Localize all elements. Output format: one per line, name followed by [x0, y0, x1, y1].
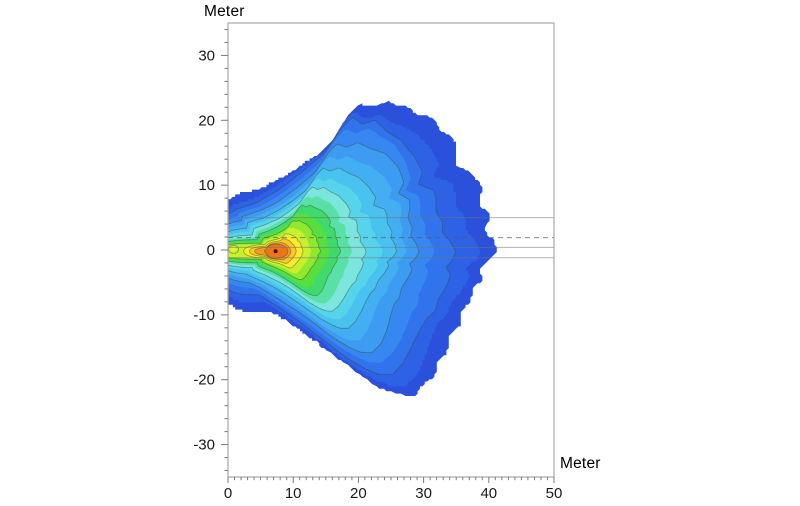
x-tick-label: 10 — [285, 485, 302, 502]
y-tick-label: 0 — [207, 242, 215, 259]
axis-tick-labels: 0 10 20 30 40 50 -30 -20 -10 0 10 20 30 — [193, 47, 562, 502]
y-axis-title: Meter — [204, 3, 245, 20]
x-axis-title: Meter — [560, 455, 601, 472]
y-tick-label: 30 — [198, 47, 215, 64]
y-tick-label: 10 — [198, 177, 215, 194]
x-tick-label: 0 — [224, 485, 232, 502]
y-tick-label: -30 — [193, 437, 215, 454]
y-tick-label: -10 — [193, 307, 215, 324]
x-tick-label: 40 — [480, 485, 497, 502]
reference-lines — [228, 217, 554, 259]
x-tick-label: 50 — [546, 485, 563, 502]
x-tick-label: 30 — [415, 485, 432, 502]
hotspot-marker — [273, 249, 278, 254]
y-tick-label: -20 — [193, 372, 215, 389]
contour-bands — [228, 100, 497, 396]
x-tick-label: 20 — [350, 485, 367, 502]
left-edge-ring-core — [231, 247, 237, 252]
axis-ticks — [221, 28, 555, 483]
y-tick-label: 20 — [198, 112, 215, 129]
